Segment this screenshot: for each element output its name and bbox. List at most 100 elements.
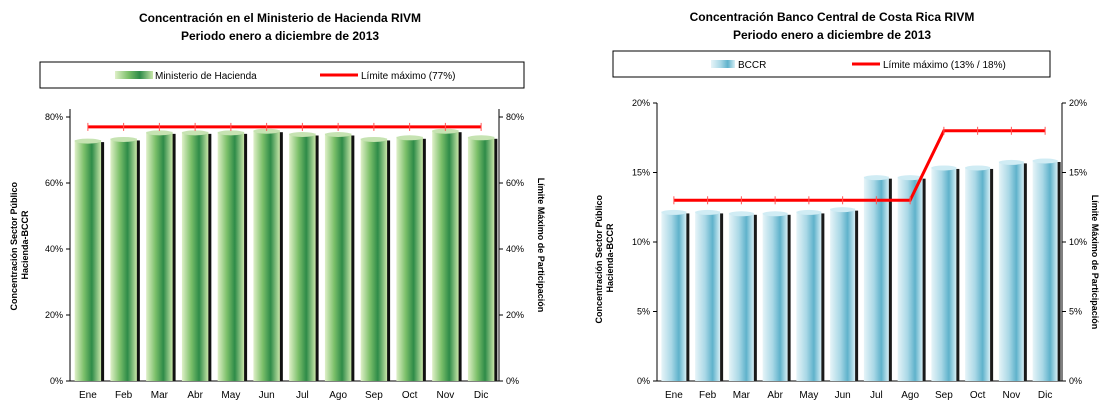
chart-2-y-tick-label: 0% [637, 376, 650, 386]
chart-2-legend-box [612, 50, 1051, 78]
chart-2-y2-tick-label: 10% [1069, 237, 1087, 247]
chart-1-bar [432, 130, 459, 381]
chart-1-category-label: Mar [151, 390, 169, 401]
chart-1-legend-label-line: Límite máximo (77%) [361, 71, 455, 82]
chart-2-bar [661, 211, 687, 381]
chart-1-category-label: Dic [474, 390, 488, 401]
chart-1-y-axis-label: Concentración Sector Público Hacienda-BC… [9, 179, 30, 310]
chart-1-legend-swatch-bars [115, 71, 153, 79]
chart-2-bar-top [863, 175, 889, 181]
chart-2-bar [728, 212, 754, 381]
chart-1-bar-top [253, 128, 280, 134]
chart-2-category-label: Sep [935, 390, 953, 401]
chart-2-y2-tick-label: 15% [1069, 168, 1087, 178]
chart-2-y-tick-label: 15% [632, 168, 650, 178]
chart-1-bar-top [467, 135, 495, 141]
chart-2-legend-label-line: Límite máximo (13% / 18%) [883, 60, 1006, 71]
chart-2-bar [695, 211, 721, 381]
chart-1-bar [360, 138, 388, 381]
chart-2-bar-top [1032, 158, 1058, 164]
chart-2-legend-label-bars: BCCR [738, 60, 766, 71]
chart-1-category-label: Sep [365, 390, 383, 401]
chart-2: Concentración Banco Central de Costa Ric… [594, 10, 1100, 401]
chart-1-category-label: May [221, 390, 240, 401]
chart-2-bar [863, 176, 889, 381]
chart-1-bar [289, 133, 316, 381]
chart-1-category-label: Abr [187, 390, 203, 401]
chart-1-y2-tick-label: 0% [506, 376, 519, 386]
chart-2-bar-top [998, 159, 1024, 165]
chart-1-bar-top [289, 132, 316, 137]
chart-2-category-label: Jun [835, 390, 851, 401]
chart-2-bar-top [695, 209, 721, 215]
chart-1-bar [110, 138, 137, 381]
chart-1-y-tick-label: 0% [50, 376, 63, 386]
chart-1-y2-tick-label: 60% [506, 178, 524, 188]
chart-1-legend-label-bars: Ministerio de Hacienda [155, 71, 257, 82]
chart-2-y-tick-label: 5% [637, 307, 650, 317]
chart-1-y2-tick-label: 20% [506, 310, 524, 320]
chart-2-y2-axis-label: Límite Máximo de Participación [1090, 195, 1100, 330]
chart-1-bar-top [432, 128, 459, 134]
chart-2-bar [998, 161, 1024, 381]
chart-1-legend: Ministerio de Hacienda Límite máximo (77… [39, 61, 525, 89]
chart-1-y2-tick-label: 80% [506, 112, 524, 122]
chart-2-y-tick-label: 10% [632, 237, 650, 247]
chart-2-bar-top [897, 175, 923, 181]
chart-1-y-tick-label: 60% [45, 178, 63, 188]
chart-1-bar-top [360, 136, 388, 142]
chart-1-category-label: Jul [296, 390, 309, 401]
chart-2-bar [897, 176, 923, 381]
chart-2-y-axis-label-line-1: Concentración Sector Público [594, 194, 604, 323]
chart-2-category-label: Nov [1002, 390, 1020, 401]
chart-2-category-label: Jul [870, 390, 883, 401]
chart-2-bar-top [830, 207, 856, 213]
chart-1-y-tick-label: 20% [45, 310, 63, 320]
chart-1-bar [324, 133, 352, 381]
chart-1-category-label: Ene [79, 390, 97, 401]
chart-2-bar [762, 212, 788, 381]
chart-1-y-axis-label-line-2: Hacienda-BCCR [20, 210, 30, 280]
chart-2-y-axis-label: Concentración Sector Público Hacienda-BC… [594, 192, 615, 323]
chart-2-category-label: Mar [733, 390, 751, 401]
chart-1-y-axis-label-line-1: Concentración Sector Público [9, 181, 19, 310]
chart-1-bar-top [217, 130, 245, 136]
chart-1-bar [146, 131, 173, 381]
chart-2-limit-line [673, 129, 1046, 202]
chart-1-bar-top [74, 138, 102, 144]
chart-1: Concentración en el Ministerio de Hacien… [9, 11, 546, 401]
chart-2-subtitle: Periodo enero a diciembre de 2013 [733, 28, 931, 42]
chart-2-title: Concentración Banco Central de Costa Ric… [690, 10, 975, 24]
chart-1-bar-top [181, 130, 209, 136]
chart-2-category-label: Dic [1038, 390, 1052, 401]
chart-1-category-label: Ago [329, 390, 347, 401]
chart-2-category-label: May [799, 390, 818, 401]
chart-1-bar-top [146, 130, 173, 136]
chart-1-category-label: Jun [259, 390, 275, 401]
chart-2-category-label: Ago [901, 390, 919, 401]
chart-2-category-label: Ene [665, 390, 683, 401]
chart-1-y-tick-label: 80% [45, 112, 63, 122]
chart-2-y2-tick-label: 0% [1069, 376, 1082, 386]
chart-1-y-tick-label: 40% [45, 244, 63, 254]
chart-1-bar-top [396, 135, 423, 141]
chart-1-subtitle: Periodo enero a diciembre de 2013 [181, 29, 379, 43]
chart-1-category-label: Nov [436, 390, 454, 401]
chart-1-category-label: Oct [402, 390, 418, 401]
chart-2-category-label: Abr [767, 390, 783, 401]
chart-2-legend-swatch-bars [711, 60, 735, 68]
chart-2-bar [830, 208, 856, 381]
chart-2-category-label: Feb [699, 390, 717, 401]
chart-1-bar-top [324, 132, 352, 137]
chart-1-title: Concentración en el Ministerio de Hacien… [139, 11, 421, 25]
chart-1-y2-tick-label: 40% [506, 244, 524, 254]
chart-2-bar-top [796, 209, 822, 215]
chart-2-y2-tick-label: 20% [1069, 98, 1087, 108]
chart-2-bar [931, 166, 957, 381]
chart-1-bar [467, 136, 495, 381]
chart-2-bar [796, 211, 822, 381]
chart-2-y-tick-label: 20% [632, 98, 650, 108]
chart-1-bar [74, 140, 102, 381]
chart-2-y-axis-label-line-2: Hacienda-BCCR [605, 223, 615, 293]
chart-2-bar-top [965, 165, 991, 171]
